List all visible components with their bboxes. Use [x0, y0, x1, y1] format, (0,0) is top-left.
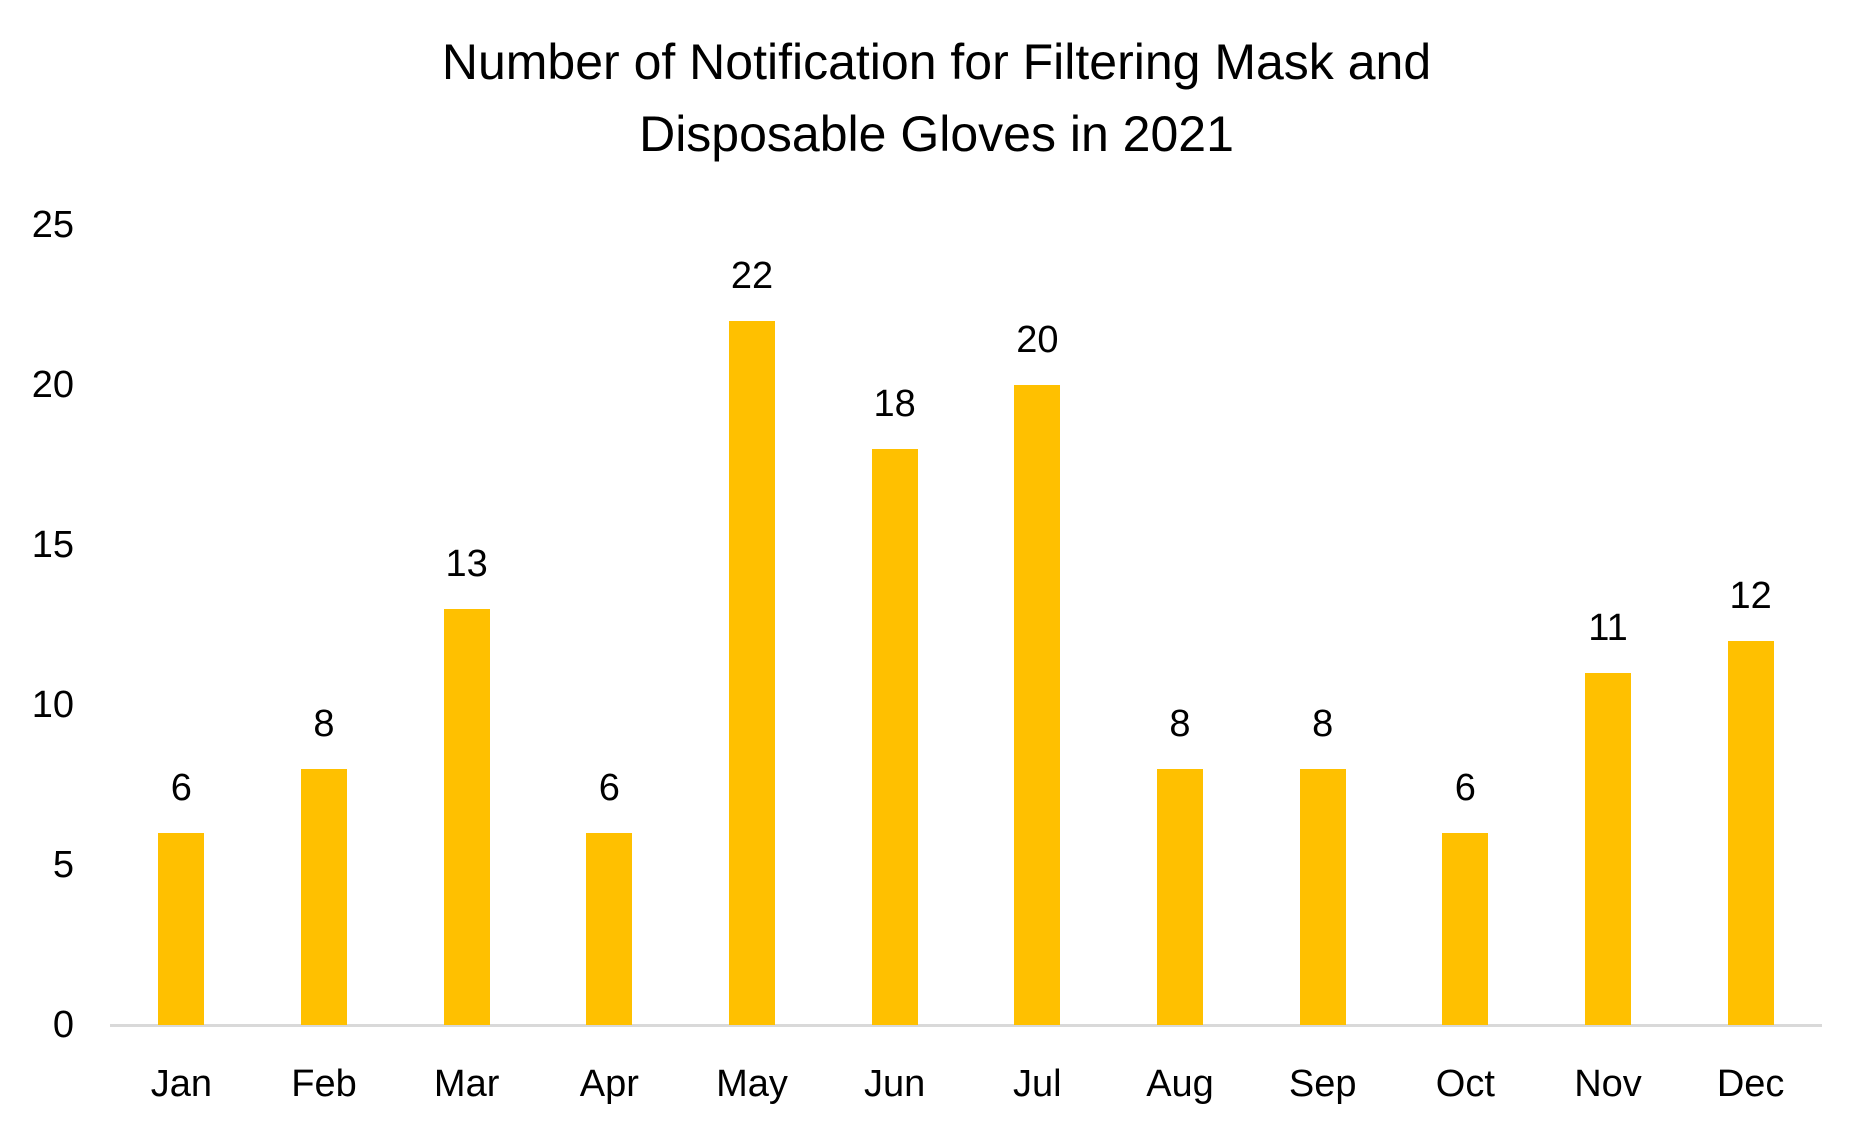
chart-title-line-2: Disposable Gloves in 2021 — [639, 106, 1234, 162]
x-tick-label-sep: Sep — [1288, 1063, 1357, 1105]
y-tick-label-10: 10 — [31, 684, 74, 726]
chart-title: Number of Notification for Filtering Mas… — [0, 26, 1873, 170]
x-tick-label-aug: Aug — [1146, 1063, 1214, 1105]
x-tick-label-may: May — [716, 1063, 788, 1105]
bar-value-label-sep: 8 — [1312, 703, 1334, 745]
x-tick-label-jan: Jan — [150, 1063, 212, 1105]
x-tick-label-apr: Apr — [579, 1063, 639, 1105]
bar-value-label-apr: 6 — [598, 767, 620, 809]
bar-value-label-oct: 6 — [1454, 767, 1476, 809]
bar-dec — [1727, 641, 1774, 1025]
x-tick-label-nov: Nov — [1574, 1063, 1642, 1105]
bar-aug — [1157, 769, 1203, 1025]
chart-title-line-1: Number of Notification for Filtering Mas… — [441, 34, 1432, 90]
bar-value-label-feb: 8 — [313, 703, 335, 745]
bar-may — [729, 321, 775, 1025]
bar-jan — [158, 833, 205, 1025]
y-tick-label-20: 20 — [31, 364, 74, 406]
bar-value-label-mar: 13 — [445, 543, 488, 585]
bar-value-label-jul: 20 — [1016, 319, 1059, 361]
bar-feb — [301, 769, 347, 1025]
bar-jun — [871, 449, 918, 1025]
bar-value-label-may: 22 — [730, 255, 774, 297]
y-tick-label-25: 25 — [31, 204, 74, 246]
y-tick-label-0: 0 — [52, 1004, 74, 1046]
bar-apr — [586, 833, 633, 1025]
bar-value-label-dec: 12 — [1729, 575, 1772, 617]
bar-oct — [1442, 833, 1489, 1025]
bar-value-label-jun: 18 — [873, 383, 916, 425]
bar-mar — [443, 609, 490, 1025]
x-tick-label-mar: Mar — [433, 1063, 500, 1105]
x-tick-label-oct: Oct — [1435, 1063, 1495, 1105]
y-tick-label-15: 15 — [31, 524, 74, 566]
bar-value-label-jan: 6 — [170, 767, 192, 809]
x-tick-label-feb: Feb — [291, 1063, 357, 1105]
bar-value-label-aug: 8 — [1169, 703, 1191, 745]
x-axis-line — [110, 1024, 1822, 1027]
x-tick-label-jul: Jul — [1013, 1063, 1062, 1105]
x-tick-label-dec: Dec — [1716, 1063, 1785, 1105]
bar-jul — [1014, 385, 1061, 1025]
bar-value-label-nov: 11 — [1588, 607, 1628, 649]
bar-sep — [1299, 769, 1346, 1025]
x-tick-label-jun: Jun — [864, 1063, 926, 1105]
y-axis: 0 5 10 15 20 25 — [0, 0, 74, 1132]
y-tick-label-5: 5 — [52, 844, 74, 886]
bar-nov — [1585, 673, 1631, 1025]
